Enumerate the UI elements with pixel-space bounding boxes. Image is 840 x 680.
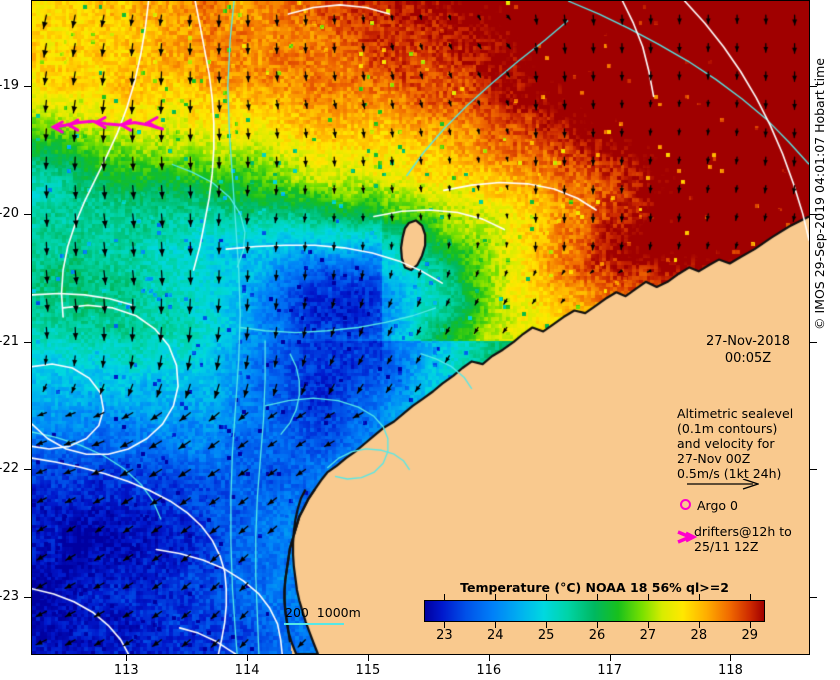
colorbar-tick-lower <box>698 622 700 628</box>
altimetry-note: Altimetric sealevel (0.1m contours) and … <box>677 406 794 481</box>
colorbar-tick-lower <box>749 622 751 628</box>
sst-raster-canvas <box>32 1 809 654</box>
y-tick-right <box>810 86 817 88</box>
x-tick <box>488 654 490 661</box>
colorbar[interactable] <box>424 600 765 622</box>
datestamp: 27-Nov-2018 00:05Z <box>700 333 796 367</box>
colorbar-title: Temperature (°C) NOAA 18 56% ql>=2 <box>460 580 729 595</box>
x-tick <box>126 654 128 661</box>
colorbar-tick-label: 26 <box>588 628 606 643</box>
colorbar-tick-label: 28 <box>690 628 708 643</box>
x-tick-label: 116 <box>476 663 502 678</box>
x-tick-label: 117 <box>597 663 623 678</box>
x-tick-label: 115 <box>355 663 381 678</box>
y-tick <box>24 213 31 215</box>
y-tick-right <box>810 469 817 471</box>
colorbar-tick-label: 23 <box>436 628 453 643</box>
colorbar-tick-lower <box>444 622 446 628</box>
map-plot-area[interactable]: 27-Nov-2018 00:05Z Altimetric sealevel (0… <box>31 0 810 655</box>
colorbar-tick <box>495 594 497 600</box>
x-tick-top <box>730 0 732 1</box>
x-tick <box>609 654 611 661</box>
x-tick <box>247 654 249 661</box>
x-tick-label: 114 <box>234 663 260 678</box>
x-tick-top <box>488 0 490 1</box>
datestamp-date: 27-Nov-2018 <box>705 334 791 349</box>
colorbar-tick <box>546 594 548 600</box>
argo-legend-label: Argo 0 <box>697 498 738 513</box>
y-tick-label: -20 <box>0 205 19 221</box>
y-tick <box>24 596 31 598</box>
colorbar-tick-lower <box>495 622 497 628</box>
y-tick <box>24 341 31 343</box>
x-tick-top <box>247 0 249 1</box>
colorbar-tick <box>647 594 649 600</box>
y-tick-label: -22 <box>0 461 19 477</box>
bathymetry-legend-label: 200 1000m <box>285 605 361 620</box>
velocity-scale-arrow <box>687 479 759 490</box>
colorbar-tick-lower <box>597 622 599 628</box>
y-tick-right <box>810 341 817 343</box>
colorbar-tick-lower <box>546 622 548 628</box>
y-tick <box>24 86 31 88</box>
colorbar-gradient <box>425 601 764 621</box>
colorbar-tick-label: 24 <box>486 628 504 643</box>
colorbar-tick-label: 29 <box>741 628 758 643</box>
colorbar-tick-lower <box>647 622 649 628</box>
x-tick-top <box>126 0 128 1</box>
colorbar-tick-label: 25 <box>537 628 555 643</box>
colorbar-tick <box>749 594 751 600</box>
colorbar-tick <box>597 594 599 600</box>
x-tick-top <box>609 0 611 1</box>
colorbar-tick <box>444 594 446 600</box>
y-tick-right <box>810 596 817 598</box>
y-tick-label: -19 <box>0 78 19 94</box>
colorbar-tick-label: 27 <box>639 628 657 643</box>
drifter-legend-label: drifters@12h to 25/11 12Z <box>694 524 792 554</box>
bathymetry-legend-line <box>284 623 344 625</box>
y-tick-right <box>810 213 817 215</box>
y-tick-label: -21 <box>0 333 19 349</box>
drifter-track-marker-icon <box>677 530 697 544</box>
imos-credit-text: © IMOS 29-Sep-2019 04:01:07 Hobart time <box>812 58 827 330</box>
colorbar-tick <box>698 594 700 600</box>
y-tick-label: -23 <box>0 588 19 604</box>
x-tick-label: 118 <box>718 663 743 678</box>
x-tick-top <box>367 0 369 1</box>
datestamp-time: 00:05Z <box>724 351 772 366</box>
x-tick <box>730 654 732 661</box>
argo-float-marker-icon <box>680 499 691 510</box>
imos-credit: © IMOS 29-Sep-2019 04:01:07 Hobart time <box>812 58 827 330</box>
x-tick-label: 113 <box>113 663 139 678</box>
y-tick <box>24 469 31 471</box>
x-tick <box>367 654 369 661</box>
